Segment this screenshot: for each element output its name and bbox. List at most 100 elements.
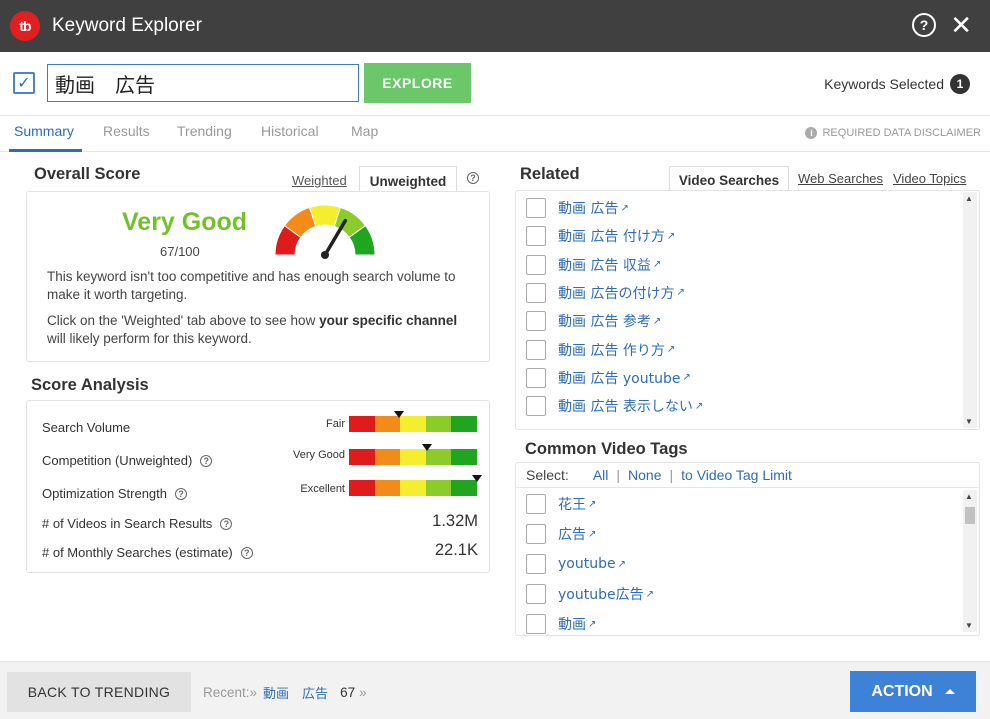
videos-count-text: # of Videos in Search Results [42,516,213,531]
back-to-trending-button[interactable]: BACK TO TRENDING [7,672,191,712]
external-link-icon[interactable]: ↗ [682,372,691,384]
related-item-link[interactable]: 動画 広告 [558,201,619,217]
scroll-down-arrow-icon[interactable]: ▼ [965,621,973,630]
external-link-icon[interactable]: ↗ [694,400,704,412]
score-gauge-icon [274,204,376,259]
scroll-up-arrow-icon[interactable]: ▲ [965,194,973,203]
tag-item-checkbox[interactable] [526,494,546,514]
help-icon[interactable]: ? [912,13,936,37]
external-link-icon[interactable]: ↗ [620,202,629,214]
related-item-checkbox[interactable] [526,254,546,275]
tag-item-link[interactable]: youtube [558,556,616,572]
related-item-link[interactable]: 動画 広告の付け方 [558,285,675,302]
related-item: 動画 広告の付け方 ↗ [526,282,685,303]
competition-help-icon[interactable]: ? [200,454,213,467]
external-link-icon[interactable]: ↗ [588,528,597,540]
recent-label: Recent:» [203,685,258,700]
videos-count-value: 1.32M [432,512,478,530]
action-button-label: ACTION [871,682,933,700]
tag-item-link[interactable]: youtube広告 [558,587,644,603]
related-item-link[interactable]: 動画 広告 収益 [558,257,651,274]
data-disclaimer-link[interactable]: i REQUIRED DATA DISCLAIMER [805,127,981,139]
tag-item-checkbox[interactable] [526,524,546,544]
meter-marker-icon [472,475,482,482]
select-keyword-checkbox[interactable]: ✓ [13,72,35,94]
related-item-link[interactable]: 動画 広告 表示しない [558,399,693,416]
tag-item-link[interactable]: 動画 [558,617,586,633]
separator: | [616,467,621,483]
tags-scrollbar[interactable]: ▲ ▼ [963,490,977,632]
external-link-icon[interactable]: ↗ [652,315,662,327]
related-item-checkbox[interactable] [526,311,546,332]
active-tab-indicator [9,149,82,152]
competition-text: Competition (Unweighted) [42,453,193,468]
tab-trending[interactable]: Trending [177,123,232,139]
external-link-icon[interactable]: ↗ [588,618,597,630]
related-scrollbar[interactable]: ▲ ▼ [963,192,977,428]
app-title: Keyword Explorer [52,15,202,36]
select-none-link[interactable]: None [628,467,662,483]
overall-help-icon[interactable]: ? [467,172,479,184]
related-item-link[interactable]: 動画 広告 youtube [558,370,681,387]
external-link-icon[interactable]: ↗ [588,498,597,510]
tab-weighted[interactable]: Weighted [292,173,347,188]
tab-summary[interactable]: Summary [14,123,74,139]
related-item-checkbox[interactable] [526,226,546,247]
score-value: 67/100 [160,244,200,259]
tag-item-link[interactable]: 広告 [558,527,586,543]
tab-results[interactable]: Results [103,123,150,139]
tab-video-topics[interactable]: Video Topics [893,171,967,186]
external-link-icon[interactable]: ↗ [617,558,626,570]
external-link-icon[interactable]: ↗ [676,287,685,299]
hint-text-post: will likely perform for this keyword. [47,331,252,346]
tag-item-link[interactable]: 花王 [558,497,586,513]
meter-marker-icon [422,444,433,451]
keyword-input[interactable] [47,64,359,102]
tab-historical[interactable]: Historical [261,123,319,139]
related-item: 動画 広告 youtube ↗ [526,367,691,388]
select-tag-limit-link[interactable]: to Video Tag Limit [681,467,792,483]
close-icon[interactable]: ✕ [950,10,972,40]
external-link-icon[interactable]: ↗ [652,259,662,271]
scroll-up-arrow-icon[interactable]: ▲ [965,492,973,501]
keywords-selected-count: 1 [950,74,970,94]
action-button[interactable]: ACTION [850,671,976,712]
tag-item-checkbox[interactable] [526,554,546,574]
external-link-icon[interactable]: ↗ [666,230,676,242]
tag-item-checkbox[interactable] [526,584,546,604]
optimization-help-icon[interactable]: ? [175,487,188,500]
scroll-down-arrow-icon[interactable]: ▼ [965,417,973,426]
related-item-checkbox[interactable] [526,198,546,218]
related-item-checkbox[interactable] [526,339,546,360]
meter-marker-icon [393,411,404,418]
select-all-link[interactable]: All [592,467,609,483]
recent-searches: Recent:» 動画 広告 67 » [203,683,367,702]
common-tags-title: Common Video Tags [525,440,688,458]
monthly-searches-help-icon[interactable]: ? [240,546,253,559]
keywords-selected[interactable]: Keywords Selected 1 [824,74,970,94]
scroll-thumb[interactable] [965,507,975,524]
related-item-link[interactable]: 動画 広告 作り方 [558,342,665,359]
data-disclaimer-label: REQUIRED DATA DISCLAIMER [822,127,981,139]
search-volume-meter-label: Fair [326,418,345,430]
competition-meter [349,449,477,465]
score-rating: Very Good [122,208,248,236]
tab-map[interactable]: Map [351,123,379,139]
score-hint: Click on the 'Weighted' tab above to see… [47,312,477,348]
related-item-link[interactable]: 動画 広告 付け方 [558,229,665,246]
recent-more-link[interactable]: » [359,685,367,700]
tab-web-searches[interactable]: Web Searches [798,171,884,186]
info-icon: i [805,127,818,139]
tag-item-checkbox[interactable] [526,614,546,634]
search-volume-text: Search Volume [42,420,131,435]
recent-keyword-link[interactable]: 動画 広告 [263,687,329,702]
related-item-checkbox[interactable] [526,367,546,388]
explore-button[interactable]: EXPLORE [364,63,471,103]
external-link-icon[interactable]: ↗ [666,344,676,355]
related-item-checkbox[interactable] [526,282,546,303]
tab-video-searches[interactable]: Video Searches [669,166,789,194]
videos-count-help-icon[interactable]: ? [220,517,233,530]
related-item-link[interactable]: 動画 広告 参考 [558,314,651,331]
related-item-checkbox[interactable] [526,396,546,417]
external-link-icon[interactable]: ↗ [645,588,654,600]
